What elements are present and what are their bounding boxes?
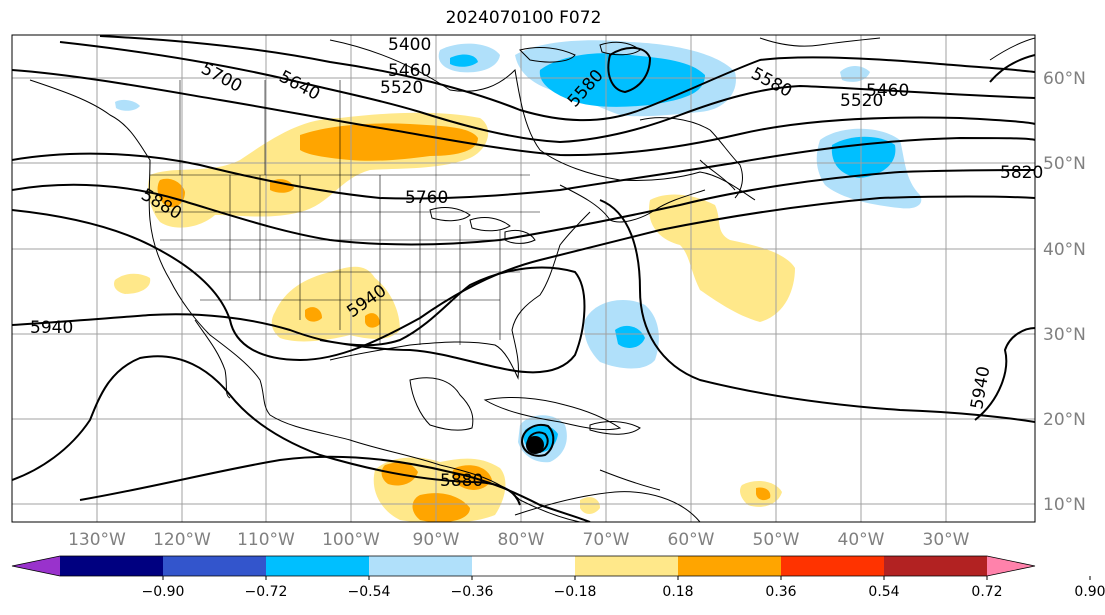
lat-label: 10°N <box>1043 495 1086 515</box>
height-contours <box>12 35 1035 522</box>
lat-label: 60°N <box>1043 69 1086 89</box>
colorbar-segment <box>163 556 267 576</box>
colorbar-segment <box>266 556 370 576</box>
contour-label: 5880 <box>440 471 483 491</box>
colorbar: −0.90 −0.72 −0.54 −0.36 −0.18 0.18 0.36 0.54 0.7… <box>11 555 1105 600</box>
colorbar-segment <box>884 556 988 576</box>
lon-label: 40°W <box>838 530 885 550</box>
contour-label: 5940 <box>30 318 73 338</box>
contour-label: 5760 <box>405 188 448 208</box>
colorbar-tick-label: −0.54 <box>348 584 391 600</box>
storm-center-marker <box>526 436 544 454</box>
colorbar-outline <box>11 555 1036 577</box>
lon-label: 50°W <box>753 530 800 550</box>
contour-label: 5520 <box>380 78 423 98</box>
longitude-labels: 130°W 120°W 110°W 100°W 90°W 80°W 70°W 6… <box>68 530 970 550</box>
colorbar-tick-label: 0.54 <box>868 584 899 600</box>
lat-label: 50°N <box>1043 154 1086 174</box>
colorbar-segment <box>781 556 885 576</box>
latitude-labels: 60°N 50°N 40°N 30°N 20°N 10°N <box>1043 69 1086 515</box>
colorbar-tick-label: −0.90 <box>142 584 185 600</box>
lon-label: 80°W <box>498 530 545 550</box>
contour-label: 5460 <box>866 81 909 101</box>
lon-label: 130°W <box>68 530 126 550</box>
plot-title: 2024070100 F072 <box>445 8 602 28</box>
lon-label: 60°W <box>668 530 715 550</box>
lat-label: 30°N <box>1043 325 1086 345</box>
colorbar-extend-min <box>12 556 60 576</box>
colorbar-segment <box>369 556 473 576</box>
contour-label: 5820 <box>1000 163 1043 183</box>
lon-label: 70°W <box>583 530 630 550</box>
colorbar-segment <box>472 556 576 576</box>
lat-label: 20°N <box>1043 410 1086 430</box>
colorbar-extend-max <box>987 556 1035 576</box>
colorbar-tick-label: 0.90 <box>1074 584 1105 600</box>
colorbar-tick-label: 0.18 <box>662 584 693 600</box>
lon-label: 30°W <box>923 530 970 550</box>
lon-label: 120°W <box>153 530 211 550</box>
colorbar-tick-label: −0.18 <box>554 584 597 600</box>
colorbar-segment <box>678 556 782 576</box>
colorbar-tick-label: 0.72 <box>971 584 1002 600</box>
contour-label: 5520 <box>840 91 883 111</box>
lat-label: 40°N <box>1043 240 1086 260</box>
lon-label: 100°W <box>322 530 380 550</box>
contour-label: 5400 <box>388 35 431 55</box>
colorbar-tick-label: −0.36 <box>451 584 494 600</box>
contour-label: 5460 <box>388 61 431 81</box>
colorbar-segment <box>575 556 679 576</box>
lon-label: 90°W <box>413 530 460 550</box>
graticule <box>12 35 1035 522</box>
colorbar-tick-label: −0.72 <box>245 584 288 600</box>
map-frame <box>11 34 1036 523</box>
colorbar-segment <box>60 556 164 576</box>
lon-label: 110°W <box>237 530 295 550</box>
colorbar-tick-label: 0.36 <box>765 584 796 600</box>
